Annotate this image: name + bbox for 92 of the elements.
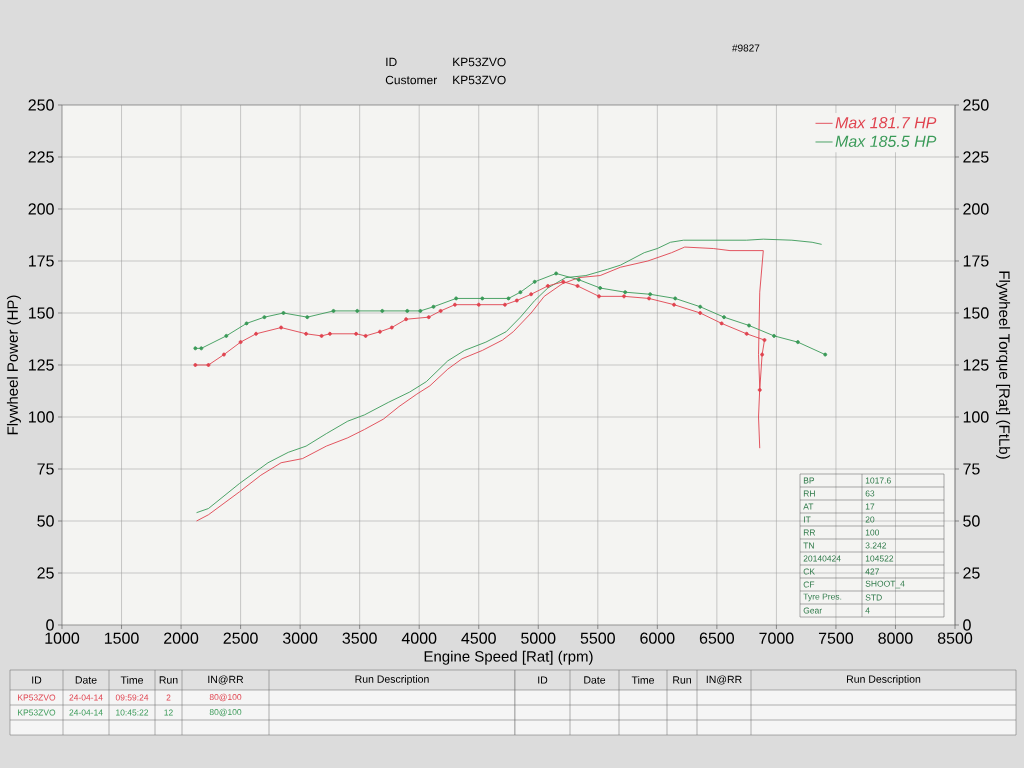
annotation: BP [803,477,815,484]
y-tick-label: 225 [28,151,54,163]
x-tick-label: 8500 [937,632,973,644]
text: KP53ZVO [18,709,56,716]
annotation: RR [803,529,816,536]
text: Date [584,676,606,684]
legend-label: Max 185.5 HP [835,135,937,147]
x-tick-label: 5000 [521,632,556,644]
x-tick-label: 1500 [104,632,139,644]
annotation: AT [803,503,814,510]
text: KP53ZVO [453,75,506,85]
y2-tick-label: 225 [963,151,989,163]
annotation: SHOOT_4 [865,580,905,589]
x-tick-label: 8000 [878,632,913,644]
y2-tick-label: 150 [963,307,989,319]
annotation: Gear [803,607,822,614]
y-tick-label: 75 [37,463,54,475]
y-tick-label: 25 [37,567,54,579]
y-tick-label: 50 [37,515,54,527]
x-tick-label: 3000 [282,632,318,644]
text: 24-04-14 [69,709,103,716]
text: Run Description [847,675,921,685]
x-tick-label: 4000 [401,632,437,644]
x-tick-label: 1000 [45,632,80,644]
y2-tick-label: 250 [963,99,989,111]
annotation: CF [803,581,815,588]
y2-tick-label: 50 [963,515,980,527]
y2-axis-title: Flywheel Torque [Rat] (FtLb) [996,271,1011,459]
text: 24-04-14 [69,694,103,701]
annotation: CK [803,568,815,575]
x-tick-label: 4500 [461,632,496,644]
annotation: 20140424 [803,555,841,562]
annotation: TN [803,542,814,549]
y2-tick-label: 75 [963,463,980,475]
x-tick-label: 2000 [164,632,199,644]
annotation: RH [803,490,815,497]
annotation: 17 [865,503,875,510]
annotation: STD [865,594,882,601]
annotation: 3.242 [865,542,887,549]
text: IN@RR [706,675,742,685]
annotation: 100 [865,529,880,536]
x-tick-label: 7000 [759,632,794,644]
text: 80@100 [209,708,242,717]
text: Time [631,676,655,684]
text: IN@RR [208,675,244,685]
text: ID [386,57,397,67]
annotation: 1017.6 [865,477,891,484]
text: ID [538,676,548,684]
y2-tick-label: 175 [963,255,989,267]
text: 10:45:22 [116,709,149,716]
text: Customer [385,75,438,85]
x-tick-label: 7500 [818,632,854,644]
text: 80@100 [209,693,242,702]
y-tick-label: 125 [28,359,54,371]
y2-tick-label: 25 [963,567,980,579]
y-tick-label: 0 [46,619,54,631]
annotation: 63 [865,490,875,497]
annotation: Tyre Pres. [803,593,842,602]
y2-tick-label: 0 [963,619,971,631]
annotation: 427 [865,568,879,575]
y-tick-label: 150 [28,307,54,319]
annotation: IT [804,516,811,523]
annotation: 20 [865,516,875,523]
annotation: 4 [865,607,870,614]
x-tick-label: 2500 [223,632,258,644]
text: KP53ZVO [453,57,506,67]
text: Run [159,676,178,684]
text: 12 [164,709,173,716]
text: Run [673,676,691,684]
x-tick-label: 6500 [699,632,735,644]
y-tick-label: 200 [28,203,54,215]
text: 09:59:24 [115,694,149,701]
annotation: 104522 [865,555,894,562]
text: KP53ZVO [18,694,56,701]
y-axis-title: Flywheel Power (HP) [6,295,21,435]
text: 2 [166,694,171,701]
x-tick-label: 6000 [640,632,675,644]
y2-tick-label: 200 [963,203,989,215]
text: Date [75,676,97,684]
x-axis-title: Engine Speed [Rat] (rpm) [424,650,593,665]
y-tick-label: 100 [28,411,54,423]
y-tick-label: 175 [28,255,54,267]
x-tick-label: 5500 [580,632,615,644]
text: #9827 [732,44,760,52]
y2-tick-label: 125 [963,359,989,371]
y2-tick-label: 100 [963,411,989,423]
text: ID [32,676,42,684]
y-tick-label: 250 [28,99,54,111]
text: Run Description [355,675,429,685]
text: Time [120,676,143,684]
legend-label: Max 181.7 HP [835,116,937,129]
x-tick-label: 3500 [342,632,377,644]
